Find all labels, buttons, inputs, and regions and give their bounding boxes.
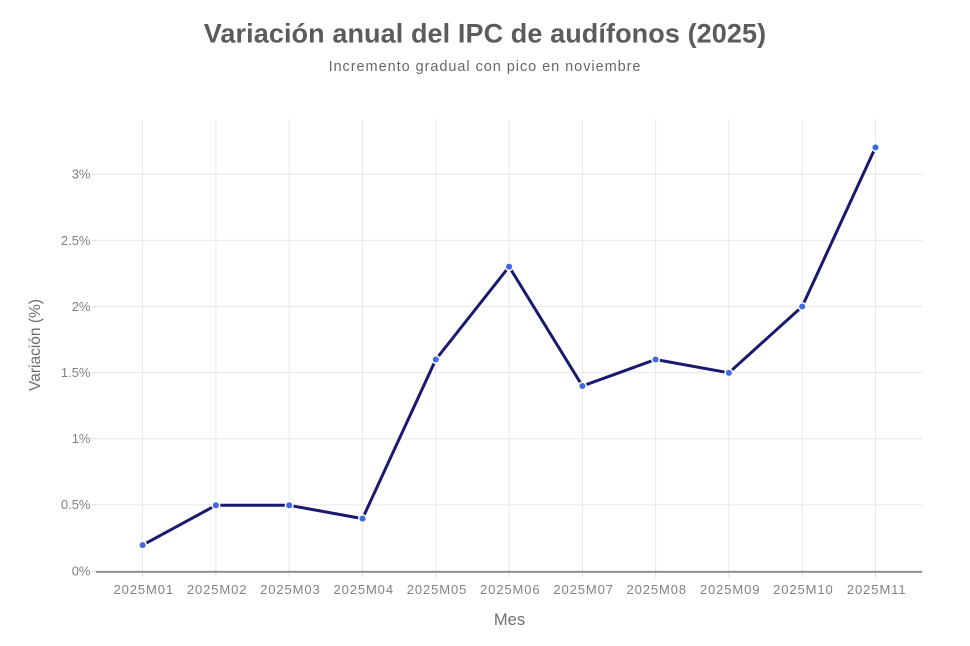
svg-text:2025M07: 2025M07 (553, 582, 614, 597)
svg-text:3%: 3% (72, 167, 91, 182)
svg-text:2025M11: 2025M11 (847, 582, 907, 597)
svg-text:2025M05: 2025M05 (407, 582, 468, 597)
svg-text:Mes: Mes (494, 611, 525, 629)
svg-text:2025M03: 2025M03 (260, 582, 321, 597)
svg-text:Incremento gradual con pico en: Incremento gradual con pico en noviembre (329, 59, 642, 75)
svg-text:0.5%: 0.5% (61, 497, 91, 512)
svg-text:2025M10: 2025M10 (773, 582, 834, 597)
svg-text:2025M06: 2025M06 (480, 582, 541, 597)
svg-text:2025M02: 2025M02 (187, 582, 248, 597)
svg-text:0%: 0% (72, 564, 91, 579)
svg-text:Variación (%): Variación (%) (27, 299, 44, 391)
svg-text:2%: 2% (72, 299, 91, 314)
svg-text:2025M09: 2025M09 (700, 582, 761, 597)
svg-text:2025M04: 2025M04 (333, 582, 394, 597)
svg-text:1%: 1% (72, 431, 91, 446)
svg-text:Variación anual del IPC de aud: Variación anual del IPC de audífonos (20… (204, 19, 766, 49)
svg-text:2025M01: 2025M01 (114, 582, 175, 597)
svg-text:1.5%: 1.5% (61, 365, 91, 380)
svg-text:2.5%: 2.5% (61, 233, 91, 248)
svg-text:2025M08: 2025M08 (627, 582, 688, 597)
